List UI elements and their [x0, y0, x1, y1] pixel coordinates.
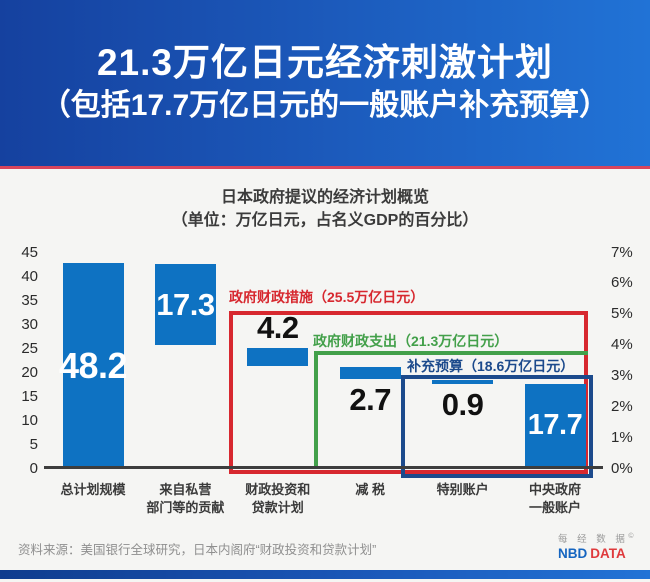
logo-english: NBD DATA: [558, 546, 640, 561]
y-axis-left-tick: 20: [21, 363, 38, 381]
y-axis-right-tick: 4%: [611, 336, 633, 354]
header-subtitle: （包括17.7万亿日元的一般账户补充预算）: [40, 89, 610, 122]
bar-value-label: 17.3: [156, 286, 215, 322]
y-axis-left-tick: 35: [21, 291, 38, 309]
y-axis-right-tick: 1%: [611, 428, 633, 446]
y-axis-left-tick: 25: [21, 339, 38, 357]
y-axis-right-tick: 5%: [611, 305, 633, 323]
x-axis-line: [44, 466, 603, 469]
category-label: 财政投资和 贷款计划: [245, 482, 311, 515]
y-axis-left-tick: 45: [21, 243, 38, 261]
copyright-mark: ©: [628, 533, 634, 540]
fiscal-spending-label: 政府财政支出（21.3万亿日元）: [313, 333, 509, 349]
bar-value-label: 2.7: [349, 382, 391, 418]
bar: [432, 380, 494, 384]
chart-title: 日本政府提议的经济计划概览: [220, 189, 429, 206]
category-label: 总计划规模: [60, 482, 126, 497]
bar: [154, 264, 216, 346]
category-label: 减 税: [355, 482, 385, 497]
fiscal-spending-box: [314, 351, 588, 468]
bar: [247, 348, 309, 367]
category-label: 特别账户: [436, 482, 489, 497]
bar: [524, 384, 586, 468]
source-note: 资料来源：美国银行全球研究，日本内阁府“财政投资和贷款计划”: [18, 543, 377, 557]
nbd-logo: 每 经 数 据© NBD DATA: [558, 530, 640, 561]
y-axis-right-tick: 3%: [611, 366, 633, 384]
y-axis-left-tick: 40: [21, 267, 38, 285]
bar-value-label: 4.2: [256, 310, 299, 345]
category-label: 来自私营 部门等的贡献: [146, 482, 225, 515]
header-title: 21.3万亿日元经济刺激计划: [96, 42, 553, 83]
y-axis-left-tick: 10: [21, 411, 38, 429]
fiscal-measures-label: 政府财政措施（25.5万亿日元）: [229, 289, 425, 305]
supplementary-budget-label: 补充预算（18.6万亿日元）: [407, 358, 575, 374]
y-axis-right-tick: 6%: [611, 274, 633, 292]
bar-value-label: 48.2: [58, 344, 128, 386]
y-axis-left-tick: 30: [21, 315, 38, 333]
y-axis-left-tick: 0: [29, 459, 38, 477]
fiscal-measures-box: [229, 311, 588, 474]
logo-data: DATA: [590, 546, 626, 562]
y-axis-right-tick: 2%: [611, 397, 633, 415]
bar-value-label: 0.9: [441, 387, 484, 422]
header: 21.3万亿日元经济刺激计划 （包括17.7万亿日元的一般账户补充预算）: [0, 0, 650, 169]
category-label: 中央政府 一般账户: [528, 482, 581, 515]
bar: [62, 263, 124, 468]
chart-unit-subtitle: （单位：万亿日元，占名义GDP的百分比）: [171, 212, 479, 229]
logo-nbd: NBD: [558, 546, 588, 562]
y-axis-right-tick: 7%: [611, 243, 633, 261]
y-axis-left-tick: 5: [29, 435, 38, 453]
logo-chinese: 每 经 数 据©: [558, 533, 634, 546]
bottom-strip: [0, 570, 650, 579]
supplementary-budget-box: [401, 375, 593, 478]
y-axis-left-tick: 15: [21, 387, 38, 405]
bar-value-label: 17.7: [527, 409, 583, 442]
bar: [339, 367, 401, 380]
y-axis-right-tick: 0%: [611, 459, 633, 477]
